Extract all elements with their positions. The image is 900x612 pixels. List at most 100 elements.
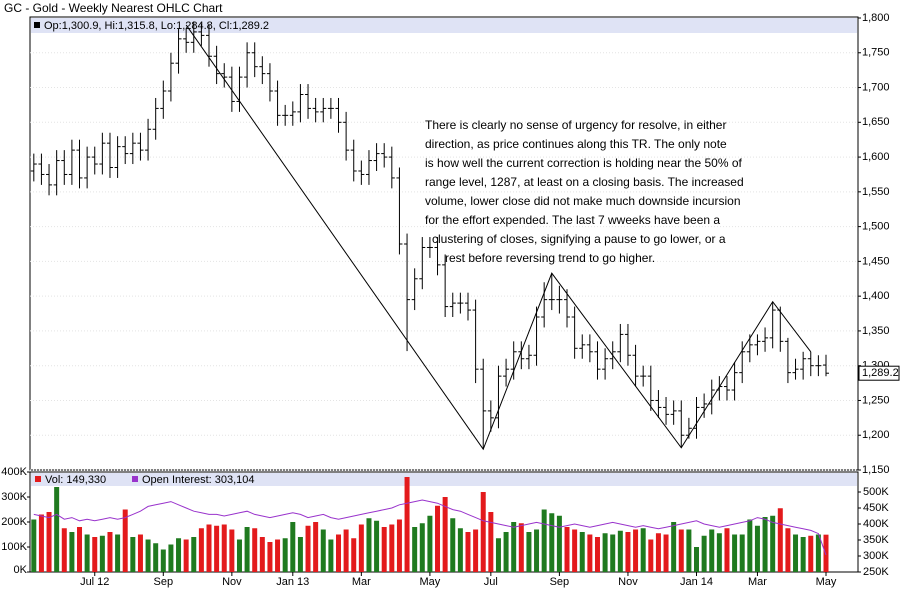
- volume-bar: [800, 537, 806, 572]
- volume-bar: [617, 530, 623, 572]
- volume-bar: [419, 523, 425, 572]
- x-tick-label: May: [816, 576, 837, 588]
- volume-bar: [328, 539, 334, 572]
- volume-bar: [442, 497, 448, 572]
- volume-bar: [701, 535, 707, 572]
- volume-bar: [473, 529, 479, 572]
- volume-bar: [252, 528, 258, 572]
- volume-bar: [130, 537, 136, 572]
- y-tick-label: 1,800: [862, 12, 890, 24]
- volume-bar: [31, 519, 37, 572]
- volume-bar: [46, 512, 52, 572]
- x-tick-label: Jan 13: [276, 576, 309, 588]
- volume-bar: [564, 527, 570, 572]
- volume-bar: [297, 537, 303, 572]
- y-tick-label: 1,550: [862, 186, 890, 198]
- volume-bar: [587, 534, 593, 572]
- volume-bar: [77, 527, 83, 572]
- volume-bar: [770, 515, 776, 572]
- trendline: [185, 24, 812, 451]
- last-price-label: 1,289.2: [862, 367, 899, 379]
- x-tick-label: May: [420, 576, 441, 588]
- x-tick-label: Nov: [222, 576, 242, 588]
- y-tick-label: 1,750: [862, 47, 890, 59]
- volume-bar: [183, 539, 189, 572]
- volume-bar: [198, 528, 204, 572]
- volume-bar: [495, 538, 501, 572]
- volume-bar: [320, 529, 326, 572]
- volume-bar: [610, 534, 616, 572]
- volume-bar: [518, 523, 524, 572]
- volume-bar: [236, 539, 242, 572]
- x-tick-label: Mar: [748, 576, 767, 588]
- y-tick-label: 1,650: [862, 116, 890, 128]
- y-tick-label: 1,200: [862, 429, 890, 441]
- annotation-line: direction, as price continues along this…: [425, 137, 727, 151]
- volume-bar: [404, 477, 410, 572]
- volume-bar: [663, 534, 669, 572]
- volume-bar: [556, 515, 562, 572]
- volume-bar: [732, 534, 738, 572]
- volume-bar: [244, 527, 250, 572]
- y-tick-label: 1,450: [862, 255, 890, 267]
- volume-bar: [351, 538, 357, 572]
- volume-bar: [115, 534, 121, 572]
- x-tick-label: Jul 12: [80, 576, 109, 588]
- volume-bar: [381, 527, 387, 572]
- volume-bar: [69, 532, 75, 572]
- volume-bar: [709, 529, 715, 572]
- volume-bar: [541, 509, 547, 572]
- volume-bar: [396, 519, 402, 572]
- volume-bar: [450, 518, 456, 572]
- volume-bar: [815, 534, 821, 572]
- volume-bar: [229, 529, 235, 572]
- volume-bar: [488, 512, 494, 572]
- legend-swatch: [34, 22, 40, 28]
- volume-legend-band: [31, 473, 857, 486]
- volume-bar: [358, 524, 364, 572]
- vol-tick-label: 300K: [1, 491, 27, 503]
- volume-bar: [777, 508, 783, 572]
- open-interest-line: [33, 499, 827, 556]
- chart-title: GC - Gold - Weekly Nearest OHLC Chart: [4, 1, 223, 15]
- volume-bar: [534, 529, 540, 572]
- x-tick-label: Jul: [484, 576, 498, 588]
- volume-bar: [176, 538, 182, 572]
- oi-tick-label: 450K: [863, 502, 889, 514]
- volume-bar: [137, 534, 143, 572]
- volume-bar: [511, 522, 517, 572]
- volume-bar: [435, 505, 441, 572]
- volume-bar: [572, 529, 578, 572]
- volume-bar: [38, 514, 44, 572]
- volume-bar: [84, 534, 90, 572]
- volume-bar: [145, 539, 151, 572]
- y-tick-label: 1,150: [862, 464, 890, 476]
- volume-bar: [313, 522, 319, 572]
- oi-tick-label: 350K: [863, 534, 889, 546]
- volume-bar: [823, 534, 829, 572]
- volume-bar: [625, 532, 631, 572]
- volume-bar: [793, 534, 799, 572]
- volume-bar: [640, 528, 646, 572]
- vol-tick-label: 400K: [1, 466, 27, 478]
- oi-swatch: [132, 476, 138, 482]
- volume-bar: [648, 539, 654, 572]
- oi-tick-label: 500K: [863, 486, 889, 498]
- volume-bar: [671, 522, 677, 572]
- vol-tick-label: 100K: [1, 541, 27, 553]
- y-tick-label: 1,350: [862, 325, 890, 337]
- volume-bar: [503, 532, 509, 572]
- volume-bar: [594, 537, 600, 572]
- volume-bar: [153, 543, 159, 572]
- volume-bar: [282, 538, 288, 572]
- y-tick-label: 1,600: [862, 151, 890, 163]
- volume-bar: [480, 492, 486, 572]
- annotation-line: rest before reversing trend to go higher…: [445, 251, 655, 265]
- volume-bar: [92, 537, 98, 572]
- annotation-line: clustering of closes, signifying a pause…: [432, 232, 726, 246]
- volume-bar: [678, 529, 684, 572]
- annotation-line: for the effort expended. The last 7 wwee…: [425, 213, 720, 227]
- volume-bar: [99, 535, 105, 572]
- volume-bar: [549, 513, 555, 572]
- volume-bar: [716, 533, 722, 572]
